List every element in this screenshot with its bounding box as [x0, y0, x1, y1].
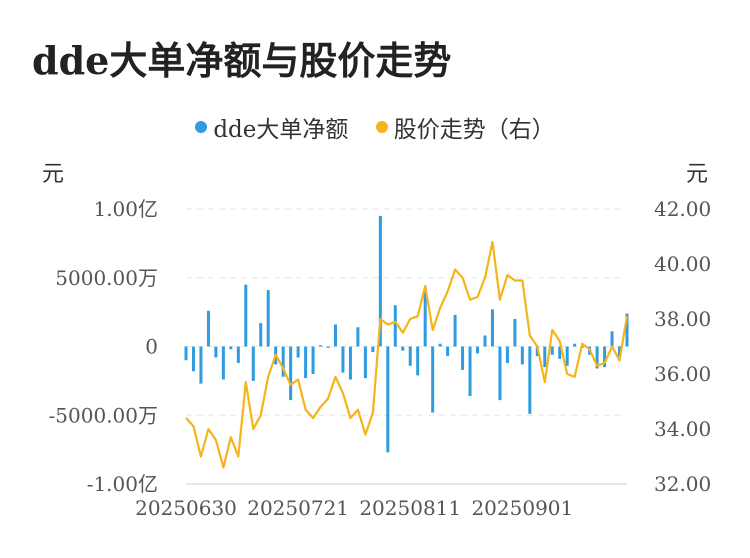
dde-bar	[461, 346, 465, 370]
dde-bar	[416, 346, 420, 376]
dde-bar	[244, 284, 248, 347]
dde-bar	[610, 331, 614, 347]
left-tick-label: -5000.00万	[49, 403, 158, 427]
dde-bar	[378, 215, 382, 347]
left-tick-label: -1.00亿	[87, 472, 158, 496]
dde-bar	[595, 346, 599, 369]
dde-bar	[513, 319, 517, 347]
dde-bar	[348, 346, 352, 380]
dde-bar	[565, 346, 569, 366]
left-tick-label: 0	[145, 335, 158, 359]
dde-bar	[251, 346, 255, 381]
right-tick-label: 36.00	[654, 362, 711, 386]
right-tick-label: 40.00	[654, 252, 711, 276]
dde-bar	[446, 346, 450, 357]
dde-bar	[206, 310, 210, 347]
x-tick-label: 20250630	[135, 496, 237, 520]
price-line	[185, 240, 629, 469]
dde-bar	[505, 346, 509, 363]
left-axis-unit: 元	[42, 162, 65, 187]
dde-bar	[483, 335, 487, 347]
dde-bar	[319, 345, 323, 347]
dde-bar	[184, 346, 188, 361]
dde-bar	[453, 314, 457, 347]
dde-bar	[625, 313, 629, 347]
dde-bar	[498, 346, 502, 401]
right-axis-unit: 元	[685, 162, 708, 187]
right-tick-label: 32.00	[654, 472, 711, 496]
dde-bar	[191, 346, 195, 372]
dde-bar	[289, 346, 293, 401]
dde-bar	[363, 346, 367, 379]
left-tick-label: 5000.00万	[55, 266, 158, 290]
dde-bar	[401, 346, 405, 351]
dde-bar	[296, 346, 300, 358]
dde-bar	[341, 346, 345, 373]
dde-bar	[550, 346, 554, 355]
dde-bar	[221, 346, 225, 380]
dde-bar	[236, 346, 240, 363]
legend: dde大单净额 股价走势（右）	[0, 110, 750, 144]
dde-bar	[371, 346, 375, 352]
dde-bar	[393, 305, 397, 347]
chart-title: dde大单净额与股价走势	[32, 38, 452, 83]
dde-bar	[311, 346, 315, 374]
dde-bar	[266, 290, 270, 347]
dde-bar	[528, 346, 532, 414]
dde-bar	[356, 327, 360, 347]
dde-bar	[408, 346, 412, 366]
dde-bar	[490, 309, 494, 347]
legend-label-dde: dde大单净额	[213, 117, 349, 143]
dde-bar	[304, 346, 308, 379]
dde-bar	[199, 346, 203, 384]
dde-bar	[386, 346, 390, 453]
x-tick-label: 20250721	[247, 496, 349, 520]
dde-bar	[259, 323, 263, 347]
dde-bar	[229, 346, 233, 350]
left-tick-label: 1.00亿	[93, 197, 158, 221]
right-tick-label: 38.00	[654, 307, 711, 331]
legend-dot-dde	[195, 121, 208, 133]
dde-bar	[468, 346, 472, 396]
right-tick-label: 42.00	[654, 197, 711, 221]
dde-bar	[438, 343, 442, 347]
dde-bar	[423, 288, 427, 347]
x-tick-label: 20250901	[471, 496, 573, 520]
right-tick-label: 34.00	[654, 417, 711, 441]
legend-label-price: 股价走势（右）	[393, 117, 555, 143]
legend-dot-price	[375, 121, 388, 133]
x-tick-label: 20250811	[359, 496, 461, 520]
dde-bar	[431, 346, 435, 413]
dde-bar	[214, 346, 218, 358]
dde-bar	[573, 343, 577, 347]
legend-item-dde[interactable]: dde大单净额	[195, 110, 348, 144]
dde-bar	[520, 346, 524, 365]
dde-bar	[618, 346, 622, 357]
dde-bar	[543, 346, 547, 368]
dde-bar	[558, 346, 562, 359]
dde-bar	[281, 346, 285, 377]
legend-item-price[interactable]: 股价走势（右）	[375, 110, 555, 144]
dde-bar	[326, 346, 330, 348]
dde-bar	[333, 324, 337, 347]
dde-bar	[476, 346, 480, 354]
dde-bar	[603, 346, 607, 368]
